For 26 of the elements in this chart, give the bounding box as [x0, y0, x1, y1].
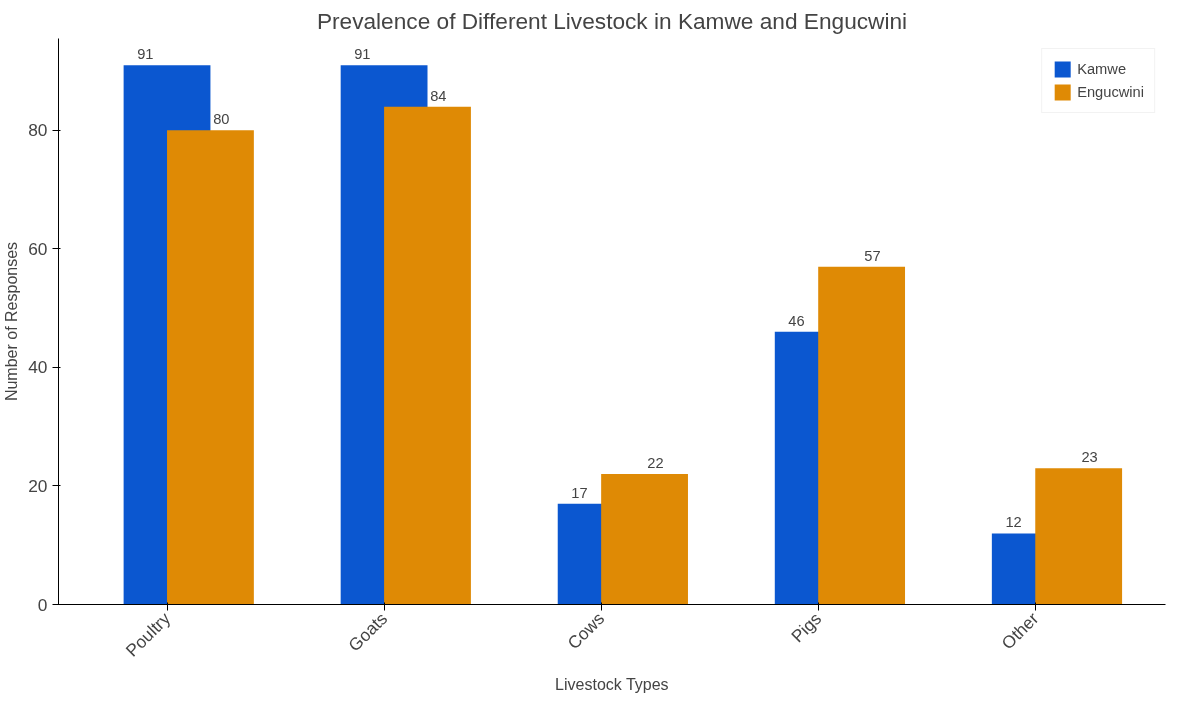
data-label: 91 — [354, 46, 371, 63]
bar — [1035, 468, 1123, 605]
data-label: 57 — [864, 247, 881, 264]
x-axis-title: Livestock Types — [555, 675, 669, 693]
y-axis-title: Number of Responses — [3, 241, 21, 402]
bar — [384, 106, 471, 605]
data-label: 80 — [213, 111, 230, 128]
y-tick-label: 80 — [28, 120, 48, 141]
chart-title: Prevalence of Different Livestock in Kamwe and Engucwini — [316, 7, 908, 34]
data-label: 84 — [430, 87, 447, 104]
data-label: 91 — [137, 46, 154, 63]
y-tick-label: 0 — [37, 594, 48, 615]
data-label: 22 — [647, 455, 664, 472]
data-label: 12 — [1005, 514, 1022, 531]
data-label: 23 — [1081, 449, 1098, 466]
legend-label: Kamwe — [1077, 61, 1127, 77]
x-tick-label: Pigs — [787, 608, 826, 647]
y-tick-label: 60 — [28, 238, 48, 259]
bar — [818, 266, 906, 605]
data-label: 46 — [788, 312, 805, 329]
bar — [167, 130, 254, 605]
y-tick-label: 40 — [28, 357, 48, 378]
bar — [601, 474, 688, 605]
data-label: 17 — [571, 484, 588, 501]
y-tick-label: 20 — [28, 475, 48, 496]
legend-label: Engucwini — [1077, 84, 1144, 100]
